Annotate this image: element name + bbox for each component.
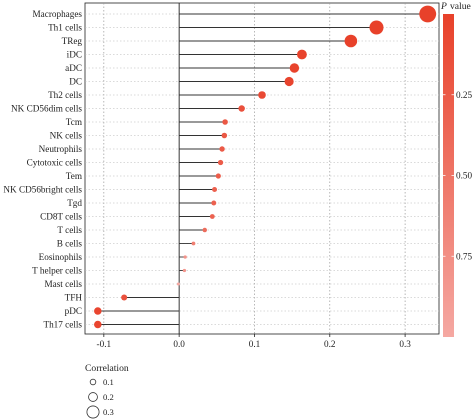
category-label: T cells	[57, 225, 82, 235]
lollipop-dot	[209, 214, 215, 219]
lollipop-dot	[94, 320, 102, 329]
lollipop-dot	[222, 119, 228, 125]
category-label: iDC	[67, 50, 82, 60]
x-axis: -0.1 0.0 0.1 0.2 0.3	[97, 334, 411, 349]
lollipop-dot	[284, 76, 294, 87]
lollipop-dot	[219, 146, 225, 152]
category-label: Macrophages	[33, 9, 83, 19]
size-legend-title: Correlation	[85, 363, 129, 374]
category-label: Th1 cells	[48, 23, 82, 33]
category-label: NK CD56bright cells	[3, 185, 82, 195]
lollipop-dot	[238, 105, 245, 112]
colorbar-title-rest: value	[450, 1, 471, 12]
category-label: Neutrophils	[39, 144, 83, 154]
x-tick-label: -0.1	[97, 339, 112, 349]
lollipop-dot	[296, 49, 307, 60]
lollipop-dot	[191, 241, 196, 246]
lollipop-dot	[419, 5, 437, 23]
category-label: TFH	[65, 293, 83, 303]
colorbar-tick-label: 0.75	[456, 251, 472, 261]
lollipop-dot	[221, 132, 228, 139]
lollipop-dot	[258, 91, 266, 99]
lollipop-dot	[215, 173, 221, 179]
lollipop-dot	[176, 282, 180, 286]
category-label: pDC	[65, 306, 82, 316]
lollipop-dot	[289, 63, 300, 73]
lollipop-dot	[344, 34, 358, 48]
category-label: CD8T cells	[40, 212, 82, 222]
lollipop-dot	[94, 307, 102, 315]
p-value-colorbar: P value 0.75 0.50 0.25	[440, 1, 472, 337]
category-label: NK CD56dim cells	[11, 104, 82, 114]
category-label: NK cells	[50, 131, 83, 141]
category-labels: Macrophages Th1 cells TReg iDC aDC DC Th2 cell…	[3, 9, 82, 330]
size-legend-label: 0.1	[103, 377, 114, 387]
plot-panel	[84, 2, 440, 335]
category-label: Eosinophils	[39, 252, 83, 262]
x-tick-label: 0.3	[399, 339, 411, 349]
x-tick-label: 0.0	[173, 339, 185, 349]
category-label: Tcm	[66, 117, 82, 127]
category-label: Tem	[66, 171, 82, 181]
x-tick-label: 0.2	[324, 339, 336, 349]
size-legend-circle	[88, 392, 98, 402]
category-label: T helper cells	[32, 266, 82, 276]
category-label: aDC	[65, 63, 82, 73]
category-label: Th2 cells	[48, 90, 82, 100]
colorbar-title-p: P	[440, 1, 447, 12]
lollipops	[94, 5, 437, 329]
category-label: Mast cells	[44, 279, 82, 289]
category-label: DC	[69, 77, 82, 87]
colorbar-tick-label: 0.50	[456, 171, 472, 181]
lollipop-dot	[217, 159, 224, 166]
size-legend-circle	[86, 405, 100, 419]
colorbar-ramp	[443, 14, 454, 337]
size-legend-label: 0.2	[103, 392, 114, 402]
lollipop-dot	[211, 200, 217, 206]
lollipop-dot	[183, 255, 187, 259]
size-legend-circle	[89, 378, 97, 386]
category-label: Th17 cells	[43, 320, 82, 330]
lollipop-dot	[182, 268, 187, 273]
size-legend-label: 0.3	[103, 407, 114, 417]
grid-lines	[85, 3, 439, 334]
category-label: B cells	[57, 239, 83, 249]
category-label: Cytotoxic cells	[27, 158, 83, 168]
lollipop-dot	[202, 227, 207, 233]
colorbar-tick-label: 0.25	[456, 90, 472, 100]
size-legend: Correlation 0.1 0.2 0.3	[85, 363, 129, 419]
lollipop-dot	[212, 187, 218, 192]
x-tick-label: 0.1	[249, 339, 261, 349]
lollipop-dot	[369, 20, 384, 35]
category-label: TReg	[62, 36, 83, 46]
category-label: Tgd	[67, 198, 82, 208]
lollipop-dot	[121, 294, 128, 301]
